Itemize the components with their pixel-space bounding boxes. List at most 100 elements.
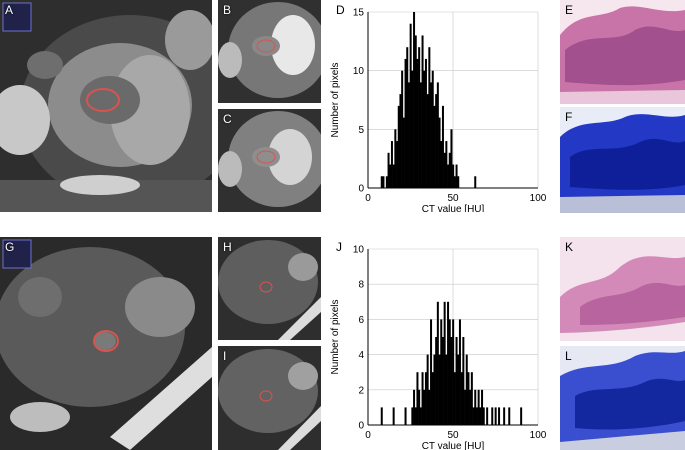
histogram-bar — [453, 372, 456, 425]
histogram-bar — [430, 82, 433, 188]
he-stain-image — [560, 237, 685, 341]
histogram-bar — [385, 176, 388, 188]
histogram-bar — [474, 389, 477, 425]
histogram-bar — [392, 407, 395, 425]
histogram-bar — [431, 70, 434, 188]
histogram-bar — [445, 354, 448, 425]
x-axis-label: CT value [HU] — [422, 204, 485, 212]
histogram-bar — [447, 164, 450, 188]
histogram-bar — [413, 12, 416, 188]
histogram-bar — [470, 372, 473, 425]
histogram-bar — [494, 407, 497, 425]
histogram-bar — [430, 319, 433, 425]
histogram-bar — [396, 141, 399, 188]
histogram-bar — [443, 301, 446, 425]
histogram-bar — [440, 141, 443, 188]
histogram-bar — [441, 105, 444, 188]
histology-he-k: K — [560, 237, 685, 341]
histogram-bar — [435, 94, 438, 188]
histogram-bar — [508, 407, 511, 425]
histogram-bar — [419, 82, 422, 188]
panel-label-a: A — [5, 3, 14, 17]
y-tick-label: 4 — [358, 350, 364, 361]
panel-label-h: H — [223, 240, 232, 254]
histogram-bar — [452, 164, 455, 188]
histogram-bar — [392, 164, 395, 188]
histogram-bar — [428, 389, 431, 425]
histogram-bar — [397, 105, 400, 188]
histogram-bar — [387, 152, 390, 188]
histogram-bar — [401, 70, 404, 188]
histogram-bar — [416, 372, 419, 425]
histogram-bar — [481, 389, 484, 425]
histogram-bar — [406, 47, 409, 189]
ct-image-h: H — [218, 237, 321, 340]
x-tick-label: 100 — [530, 430, 547, 441]
histogram-bar — [438, 117, 441, 188]
histogram-bar — [479, 407, 482, 425]
histogram-bar — [414, 35, 417, 188]
histogram-bar — [424, 58, 427, 188]
histogram-panel-j: 0 50 100 0 2 4 6 8 10 CT value [HU] Number of pixe… — [326, 237, 548, 450]
histogram-bar — [469, 389, 472, 425]
histogram-bar — [441, 337, 444, 425]
roi-circle — [259, 390, 273, 402]
x-tick-label: 50 — [447, 193, 459, 204]
histogram-bar — [448, 152, 451, 188]
histogram-bar — [414, 407, 417, 425]
x-tick-label: 50 — [447, 430, 459, 441]
y-tick-label: 8 — [358, 280, 364, 291]
histogram-bar — [457, 354, 460, 425]
histogram-bar — [428, 47, 431, 189]
histogram-bar — [435, 337, 438, 425]
y-tick-label: 0 — [358, 184, 364, 195]
histogram-bar — [460, 372, 463, 425]
ct-scan-b — [218, 0, 321, 103]
histogram-bar — [445, 141, 448, 188]
panel-label-e: E — [565, 3, 574, 17]
panel-label-k: K — [565, 240, 574, 254]
histogram-bar — [447, 301, 450, 425]
histogram-bar — [491, 407, 494, 425]
y-tick-label: 2 — [358, 385, 364, 396]
histogram-bar — [423, 70, 426, 188]
x-tick-label: 0 — [365, 193, 371, 204]
histogram-bar — [457, 176, 460, 188]
y-tick-label: 6 — [358, 315, 364, 326]
ct-scan-a — [0, 0, 212, 212]
histogram-bar — [465, 354, 468, 425]
histogram-bar — [448, 319, 451, 425]
he-stain-image — [560, 0, 685, 104]
histogram-bar — [423, 389, 426, 425]
ct-scan-i — [218, 346, 321, 450]
histogram-j: 0 50 100 0 2 4 6 8 10 CT value [HU] Number of pixe… — [330, 245, 547, 450]
histology-he-e: E — [560, 0, 685, 104]
histogram-bar — [404, 407, 407, 425]
histogram-bar — [416, 58, 419, 188]
grid — [367, 11, 539, 189]
histogram-bar — [458, 319, 461, 425]
histogram-bar — [411, 70, 414, 188]
histogram-bar — [455, 337, 458, 425]
histogram-bar — [503, 407, 506, 425]
histogram-bar — [433, 105, 436, 188]
y-tick-label: 10 — [353, 245, 365, 256]
histogram-bar — [409, 23, 412, 188]
histogram-bar — [520, 407, 523, 425]
histogram-bar — [486, 407, 489, 425]
ct-image-g: G — [0, 237, 212, 450]
histogram-bar — [450, 337, 453, 425]
panel-label-j: J — [336, 240, 342, 254]
x-axis-label: CT value [HU] — [422, 441, 485, 450]
histogram-bar — [475, 407, 478, 425]
ct-scan-h — [218, 237, 321, 340]
histogram-bar — [462, 337, 465, 425]
histogram-bar — [402, 117, 405, 188]
y-tick-label: 5 — [358, 125, 364, 136]
panel-label-b: B — [223, 3, 232, 17]
panel-label-c: C — [223, 112, 232, 126]
histogram-bar — [426, 94, 429, 188]
histogram-bar — [404, 58, 407, 188]
ct-image-b: B — [218, 0, 321, 103]
histogram-bar — [380, 176, 383, 188]
